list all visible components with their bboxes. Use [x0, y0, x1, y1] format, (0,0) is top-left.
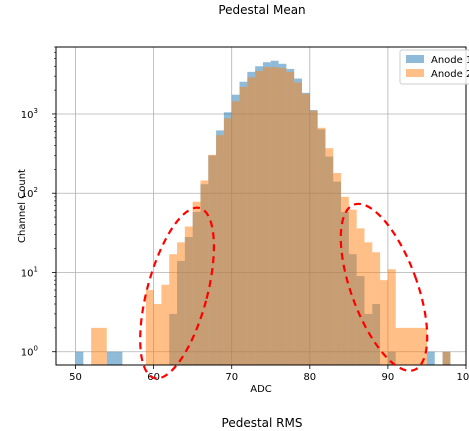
x-tick-label: 100 [456, 372, 469, 383]
bar-anode-2 [184, 226, 193, 365]
bar-anode-2 [192, 201, 201, 365]
bar-anode-1 [426, 351, 435, 365]
bar-anode-1 [106, 351, 115, 365]
bar-anode-2 [255, 70, 263, 365]
bar-anode-2 [262, 67, 271, 365]
x-axis-label: ADC [250, 384, 272, 395]
bar-anode-2 [442, 351, 451, 365]
annotations [139, 202, 429, 380]
bar-anode-2 [333, 172, 342, 365]
x-axis-ticks: 5060708090100 [69, 365, 469, 383]
bar-anode-2 [270, 67, 279, 365]
annotation-ellipse [339, 202, 429, 372]
bar-anode-2 [356, 228, 365, 365]
legend-swatch-anode-1 [406, 55, 424, 63]
chart-title: Pedestal Mean [218, 3, 305, 17]
legend-label-anode-2: Anode 2 [431, 69, 469, 80]
bar-anode-2 [208, 154, 217, 365]
annotation-ellipse [139, 206, 216, 380]
bar-anode-2 [294, 82, 302, 365]
bar-anode-2 [161, 284, 170, 365]
series-anode-2-bars [91, 67, 451, 366]
plot-frame [55, 46, 467, 366]
x-tick-label: 80 [303, 372, 316, 383]
bar-anode-2 [372, 252, 381, 365]
bar-anode-1 [114, 351, 123, 365]
y-axis-label: Channel Count [17, 169, 28, 243]
bar-anode-2 [364, 242, 373, 365]
bar-anode-2 [325, 148, 334, 365]
bar-anode-2 [216, 135, 224, 365]
bar-anode-2 [239, 86, 248, 365]
bar-anode-2 [309, 110, 318, 365]
bar-anode-2 [177, 242, 185, 365]
bar-anode-2 [395, 327, 404, 365]
bar-anode-2 [278, 68, 287, 366]
bar-anode-2 [169, 254, 178, 365]
bar-anode-2 [145, 290, 154, 365]
bar-anode-2 [380, 280, 388, 365]
bar-anode-2 [153, 304, 162, 365]
bar-anode-2 [302, 93, 310, 365]
bar-anode-2 [200, 180, 209, 365]
bar-anode-2 [317, 127, 326, 365]
bar-anode-2 [247, 77, 256, 366]
bar-anode-2 [231, 101, 240, 365]
bar-anode-2 [223, 118, 232, 365]
bar-anode-2 [91, 327, 99, 365]
bar-anode-2 [411, 327, 420, 365]
legend-swatch-anode-2 [406, 69, 424, 77]
y-tick-label: 100 [21, 345, 38, 359]
bar-anode-2 [348, 209, 357, 365]
legend: Anode 1 Anode 2 [399, 49, 469, 85]
bar-anode-2 [403, 327, 412, 365]
bar-anode-2 [286, 71, 295, 366]
x-tick-label: 90 [382, 372, 395, 383]
y-tick-label: 101 [21, 265, 38, 279]
bar-anode-2 [341, 196, 349, 365]
legend-label-anode-1: Anode 1 [431, 55, 469, 66]
bar-anode-2 [387, 269, 396, 365]
y-tick-label: 103 [21, 107, 38, 121]
bar-anode-2 [98, 327, 107, 365]
next-chart-title: Pedestal RMS [222, 416, 303, 430]
x-tick-label: 70 [225, 372, 238, 383]
bar-anode-2 [419, 327, 427, 365]
x-tick-label: 50 [69, 372, 82, 383]
bar-anode-1 [75, 351, 84, 365]
